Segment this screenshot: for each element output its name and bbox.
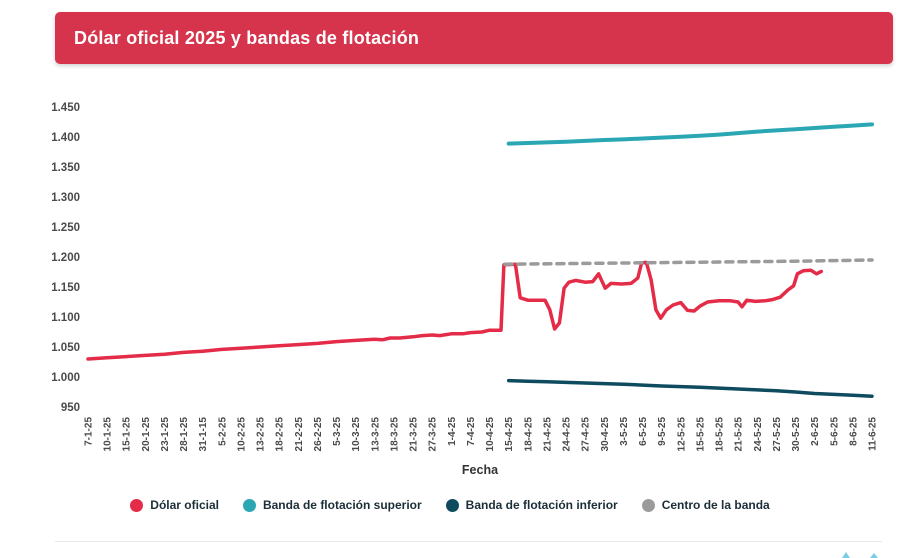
x-tick-label: 24-4-25 (562, 417, 573, 452)
legend-label: Banda de flotación inferior (465, 498, 618, 512)
x-tick-label: 26-2-25 (313, 417, 324, 452)
x-tick-label: 21-2-25 (294, 417, 305, 452)
x-tick-label: 18-3-25 (389, 417, 400, 452)
y-tick-label: 1.400 (51, 132, 80, 144)
x-tick-label: 21-3-25 (409, 417, 420, 452)
x-tick-label: 21-5-25 (734, 417, 745, 452)
x-tick-label: 1-4-25 (447, 417, 458, 446)
x-tick-label: 10-2-25 (236, 417, 247, 452)
x-tick-label: 8-6-25 (848, 417, 859, 446)
x-tick-label: 2-6-25 (810, 417, 821, 446)
x-tick-label: 23-1-25 (160, 417, 171, 452)
x-tick-label: 6-5-25 (638, 417, 649, 446)
y-tick-label: 1.100 (51, 312, 80, 324)
x-tick-label: 5-3-25 (332, 417, 343, 446)
legend-item-3: Centro de la banda (641, 498, 770, 512)
x-tick-label: 13-2-25 (256, 417, 267, 452)
y-tick-label: 1.250 (51, 222, 80, 234)
x-tick-label: 24-5-25 (753, 417, 764, 452)
x-tick-label: 10-1-25 (103, 417, 114, 452)
x-tick-label: 30-5-25 (791, 417, 802, 452)
x-tick-label: 10-3-25 (351, 417, 362, 452)
y-tick-label: 1.450 (51, 102, 80, 114)
x-axis-title: Fecha (462, 463, 499, 477)
footer-divider (55, 541, 882, 542)
x-tick-label: 27-5-25 (772, 417, 783, 452)
legend-item-2: Banda de flotación inferior (445, 498, 618, 512)
y-tick-label: 1.300 (51, 192, 80, 204)
x-tick-label: 9-5-25 (657, 417, 668, 446)
x-tick-label: 18-4-25 (523, 417, 534, 452)
x-tick-label: 12-5-25 (676, 417, 687, 452)
series-line-centro-de-la-banda (503, 258, 874, 266)
y-tick-label: 1.150 (51, 282, 80, 294)
x-tick-label: 28-1-25 (179, 417, 190, 452)
series-line-banda-de-flotaci-n-superior (506, 122, 874, 146)
x-tick-label: 3-5-25 (619, 417, 630, 446)
x-tick-label: 21-4-25 (542, 417, 553, 452)
series-line-d-lar-oficial (86, 260, 824, 361)
y-tick-label: 1.200 (51, 252, 80, 264)
legend-dot-icon (242, 498, 256, 512)
x-tick-label: 11-6-25 (868, 417, 879, 451)
legend-label: Banda de flotación superior (262, 498, 422, 512)
x-tick-label: 18-2-25 (275, 417, 286, 452)
legend-item-0: Dólar oficial (130, 498, 219, 512)
expand-arrows-icon[interactable] (840, 548, 880, 558)
chart-header: Dólar oficial 2025 y bandas de flotación (55, 12, 893, 64)
x-tick-label: 5-6-25 (829, 417, 840, 446)
legend-dot-icon (641, 498, 655, 512)
x-tick-label: 18-5-25 (715, 417, 726, 452)
legend-dot-icon (445, 498, 459, 512)
y-tick-label: 1.000 (51, 372, 80, 384)
series-line-banda-de-flotaci-n-inferior (506, 378, 874, 398)
x-tick-label: 15-5-25 (695, 417, 706, 452)
x-tick-label: 10-4-25 (485, 417, 496, 452)
x-tick-label: 31-1-15 (198, 417, 209, 452)
chart-title: Dólar oficial 2025 y bandas de flotación (74, 27, 420, 48)
legend-item-1: Banda de flotación superior (242, 498, 422, 512)
x-tick-label: 20-1-25 (141, 417, 152, 452)
x-tick-label: 27-3-25 (428, 417, 439, 452)
x-tick-label: 13-3-25 (370, 417, 381, 452)
x-tick-label: 15-4-25 (504, 417, 515, 452)
x-tick-label: 27-4-25 (581, 417, 592, 452)
x-tick-label: 15-1-25 (122, 417, 133, 452)
x-tick-label: 7-1-25 (84, 417, 95, 446)
y-tick-label: 950 (61, 402, 80, 414)
legend-dot-icon (130, 498, 144, 512)
x-tick-label: 30-4-25 (600, 417, 611, 452)
chart-legend: Dólar oficial Banda de flotación superior… (0, 498, 900, 512)
legend-label: Centro de la banda (661, 498, 770, 512)
legend-label: Dólar oficial (150, 498, 219, 512)
line-chart: 1.450 1.400 1.350 1.300 1.250 1.200 1.150 1.100… (51, 102, 879, 477)
y-tick-label: 1.350 (51, 162, 80, 174)
x-tick-label: 5-2-25 (217, 417, 228, 446)
x-tick-label: 7-4-25 (466, 417, 477, 446)
y-tick-label: 1.050 (51, 342, 80, 354)
